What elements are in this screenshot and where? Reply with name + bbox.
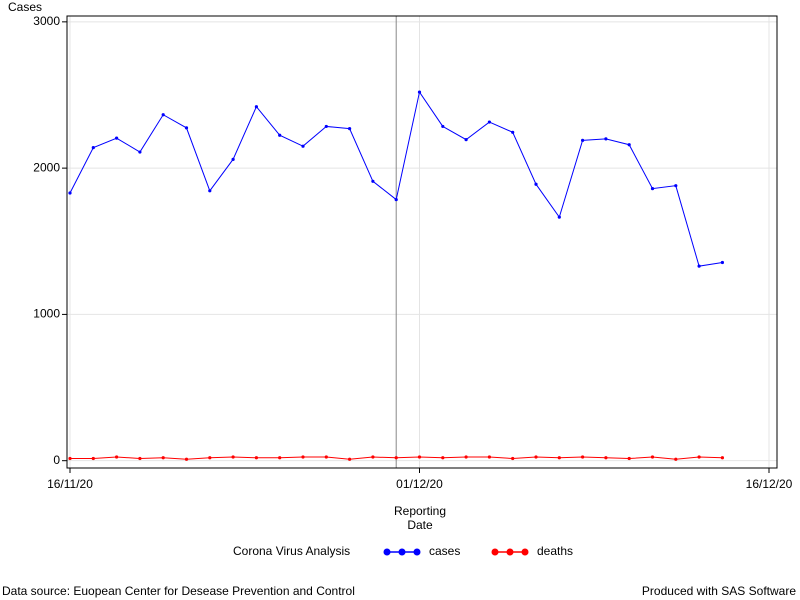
x-axis-label: Date — [407, 518, 433, 532]
data-point — [697, 455, 701, 459]
y-tick-label: 3000 — [33, 14, 60, 28]
data-point — [417, 90, 422, 94]
y-tick-label: 2000 — [33, 160, 60, 174]
data-point — [674, 457, 678, 461]
data-point — [674, 184, 678, 188]
legend-label: deaths — [537, 544, 573, 558]
plot-frame — [66, 15, 778, 469]
x-axis-label: Reporting — [394, 504, 446, 518]
legend-marker — [521, 548, 529, 556]
data-point — [184, 126, 189, 130]
data-point — [301, 144, 305, 148]
data-point — [487, 455, 491, 459]
data-point — [115, 136, 119, 140]
legend-marker — [398, 548, 406, 556]
data-point — [581, 138, 585, 142]
legend-marker — [383, 548, 391, 556]
data-point — [650, 187, 655, 191]
data-point — [138, 456, 142, 461]
data-point — [371, 455, 375, 459]
data-point — [231, 455, 235, 459]
data-point — [348, 127, 352, 131]
data-point — [487, 120, 491, 124]
legend-marker — [413, 548, 421, 556]
data-point — [138, 150, 142, 154]
data-point — [68, 456, 72, 461]
legend-marker — [491, 548, 499, 556]
data-point — [394, 456, 398, 460]
footnote: Produced with SAS Software — [642, 584, 796, 598]
data-point — [91, 456, 95, 461]
data-point — [208, 456, 212, 460]
data-point — [417, 455, 422, 459]
data-point — [278, 456, 282, 460]
legend-marker — [506, 548, 514, 556]
data-point — [208, 189, 212, 193]
data-point — [720, 456, 725, 460]
y-tick-label: 1000 — [33, 307, 60, 321]
y-tick-label: 0 — [53, 453, 60, 467]
data-point — [697, 264, 701, 268]
y-axis-label: Cases — [8, 0, 42, 14]
x-tick-label: 16/11/20 — [47, 477, 93, 491]
data-point — [254, 105, 258, 109]
legend-title: Corona Virus Analysis — [233, 544, 350, 558]
data-point — [301, 455, 305, 459]
data-point — [720, 260, 725, 265]
data-point — [324, 124, 328, 129]
data-point — [581, 455, 585, 459]
data-point — [278, 133, 282, 137]
data-point — [115, 455, 119, 459]
data-point — [254, 456, 258, 460]
data-point — [557, 215, 561, 219]
data-point — [231, 157, 235, 161]
data-point — [604, 456, 608, 460]
data-point — [184, 457, 189, 461]
data-point — [394, 197, 398, 202]
data-point — [627, 456, 631, 461]
x-tick-label: 16/12/20 — [746, 477, 793, 491]
data-point — [627, 143, 631, 147]
data-point — [604, 137, 608, 141]
data-point — [511, 456, 515, 461]
data-point — [511, 130, 515, 134]
x-tick-label: 01/12/20 — [396, 477, 443, 491]
data-point — [441, 456, 445, 460]
data-point — [371, 179, 375, 183]
data-point — [464, 455, 468, 459]
data-point — [161, 113, 165, 117]
data-point — [464, 138, 468, 142]
data-point — [324, 455, 328, 459]
legend-label: cases — [429, 544, 460, 558]
data-point — [534, 182, 538, 186]
data-point — [161, 456, 165, 460]
data-point — [348, 457, 352, 461]
data-point — [91, 146, 95, 150]
data-point — [68, 191, 72, 195]
footnote: Data source: Euopean Center for Desease … — [2, 584, 355, 598]
data-point — [557, 456, 561, 460]
data-point — [441, 124, 445, 129]
data-point — [650, 455, 655, 459]
data-point — [534, 455, 538, 459]
